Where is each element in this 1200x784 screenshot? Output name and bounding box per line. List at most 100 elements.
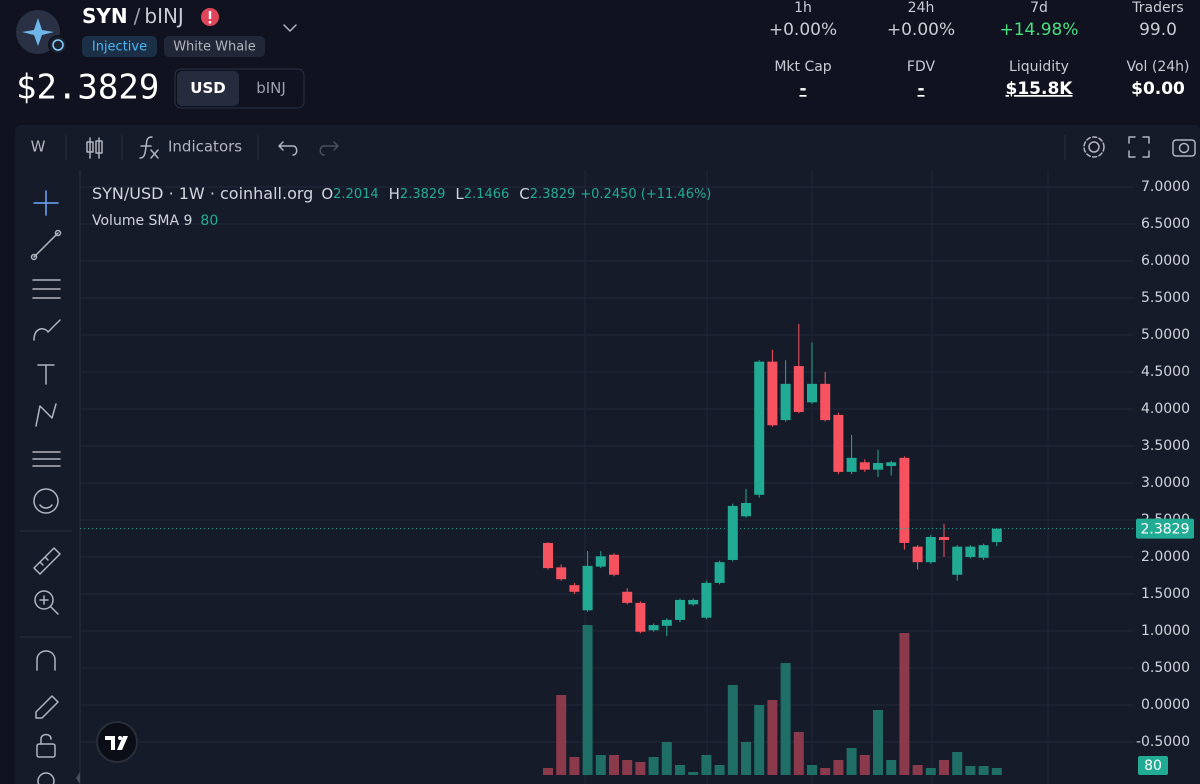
y-tick-label: 3.5000 (1141, 438, 1190, 454)
candle-body (952, 546, 963, 575)
brush-tool[interactable] (33, 319, 61, 341)
warning-mark (208, 11, 212, 19)
pair-dropdown[interactable] (283, 24, 297, 32)
toggle-option: USD (190, 79, 225, 97)
candle-body (648, 625, 659, 631)
ruler-tool[interactable] (33, 547, 61, 575)
crosshair-tool[interactable] (33, 190, 59, 216)
stat-label: Liquidity (1009, 59, 1069, 75)
icon-stroke (86, 141, 94, 153)
legend-symbol: SYN/USD · 1W · coinhall.org (92, 184, 313, 203)
drawing-toolbar (20, 190, 72, 784)
y-tick-label: 3.0000 (1141, 475, 1190, 491)
settings-gear (1083, 136, 1105, 158)
pattern-tool[interactable] (35, 403, 57, 427)
prediction-tool[interactable] (32, 451, 61, 467)
y-tick-label: 6.0000 (1141, 253, 1190, 269)
token-logo-mark (22, 18, 54, 46)
icon-stroke (40, 733, 52, 745)
volume-bar (820, 768, 831, 775)
stat-label: FDV (907, 59, 936, 75)
tag-chip[interactable] (82, 36, 157, 57)
visibility-tool[interactable] (37, 772, 55, 784)
magnet-tool[interactable] (36, 650, 56, 671)
indicators-button[interactable]: Indicators (168, 138, 242, 156)
stat-value: +0.00% (769, 20, 837, 40)
toggle-active[interactable] (177, 71, 239, 106)
candle-body (899, 457, 910, 543)
candle-body (556, 567, 567, 580)
volume-bar (714, 765, 725, 775)
zoom-tool[interactable] (34, 590, 54, 610)
volume-tag (1138, 756, 1168, 775)
volume-bar (648, 757, 659, 775)
tag-chip[interactable] (164, 36, 265, 57)
candle-body (727, 505, 738, 560)
y-tick-label: 6.5000 (1141, 216, 1190, 232)
candle-body (767, 361, 778, 426)
volume-bar (846, 748, 857, 775)
y-tick-label: 2.0000 (1141, 549, 1190, 565)
redo-button[interactable] (319, 141, 339, 156)
text-tool[interactable] (37, 364, 55, 385)
stat-value: $0.00 (1131, 79, 1185, 99)
candle-body (820, 383, 831, 421)
fib-tool[interactable] (32, 279, 61, 299)
lock-tool[interactable] (36, 743, 56, 758)
lock-drawing-tool[interactable] (35, 695, 59, 719)
chart-type-button[interactable] (86, 137, 103, 159)
legend-key: L (455, 185, 464, 203)
volume-bar (899, 633, 910, 775)
undo-button[interactable] (278, 141, 298, 156)
volume-bar (807, 765, 817, 775)
volume-bar (635, 762, 646, 775)
volume-bar (952, 752, 963, 775)
volume-bar (556, 695, 567, 775)
volume-bar (582, 625, 593, 775)
y-tick-label: 4.5000 (1141, 364, 1190, 380)
candle-body (741, 502, 751, 517)
stat-value: - (799, 79, 806, 99)
candle-body (714, 562, 725, 583)
tradingview-logo[interactable] (96, 721, 138, 763)
volume-bar (780, 663, 791, 775)
base-token: SYN (82, 4, 128, 28)
icon-stroke (30, 253, 38, 261)
chain-badge-mark (52, 39, 64, 51)
candle-body (807, 383, 817, 403)
fullscreen-button[interactable] (1128, 136, 1150, 158)
candle-body (965, 546, 976, 557)
legend-change: +0.2450 (+11.46%) (580, 187, 711, 202)
indicators-icon[interactable] (139, 136, 159, 159)
scroll-handle[interactable] (76, 772, 80, 784)
volume-bar (543, 768, 553, 775)
interval-button[interactable]: W (31, 138, 46, 156)
y-tick-label: -0.5000 (1136, 734, 1190, 750)
snapshot-button[interactable] (1172, 139, 1196, 157)
candle-body (595, 556, 606, 567)
trendline-tool[interactable] (33, 232, 59, 258)
icon-stroke (54, 229, 62, 237)
candle-body (688, 599, 699, 605)
volume-bar (727, 685, 738, 775)
volume-bar (675, 765, 685, 775)
stat-value: +0.00% (887, 20, 955, 40)
emoji-tool[interactable] (33, 488, 59, 514)
settings-button[interactable] (1088, 141, 1100, 153)
legend-value: 2.3829 (530, 187, 576, 202)
candle-body (925, 537, 936, 563)
icon-stroke (95, 140, 103, 154)
volume-indicator-value: 80 (200, 213, 218, 229)
volume-bar (754, 705, 765, 775)
volume-bar (767, 700, 778, 775)
icon-stroke (39, 504, 53, 509)
icon-stroke (39, 595, 59, 615)
toggle-option: bINJ (256, 79, 286, 97)
volume-bar (595, 755, 606, 775)
stat-value: - (917, 79, 924, 99)
candle-body (582, 565, 593, 611)
legend-value: 2.1466 (464, 187, 510, 202)
volume-bar (873, 710, 883, 775)
candle-body (635, 602, 646, 632)
